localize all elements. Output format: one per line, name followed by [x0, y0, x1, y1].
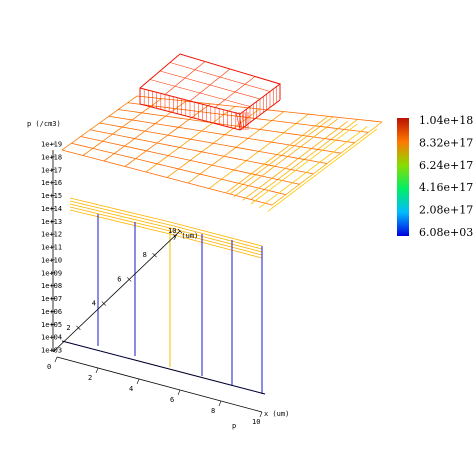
z-tick-label: 1e+15 [41, 192, 62, 200]
x-axis-line [56, 356, 263, 413]
surface-wireframe [61, 53, 383, 395]
x-axis-title: x (um) [264, 410, 289, 418]
z-tick-label: 1e+10 [41, 256, 62, 264]
mesh-line [69, 197, 263, 247]
base-line [61, 340, 266, 395]
contact-mesh [214, 76, 256, 108]
x-tick-label: 0 [47, 363, 51, 371]
z-tick-label: 1e+12 [41, 231, 62, 239]
contact-mesh [189, 68, 231, 102]
colorbar-label: 6.24e+17 [419, 159, 473, 172]
mesh-line [233, 118, 339, 197]
mesh-line [71, 142, 286, 196]
contact-hatch [244, 111, 247, 131]
z-tick-label: 1e+08 [41, 282, 62, 290]
x-tick-mark [218, 400, 222, 407]
x-tick-mark [259, 411, 263, 418]
y-tick-label: 8 [143, 251, 147, 259]
y-tick-mark [177, 228, 183, 234]
colorbar-gradient [397, 118, 409, 236]
colorbar-label: 8.32e+17 [419, 136, 473, 149]
y-tick-mark [152, 252, 157, 258]
mesh-line [108, 115, 341, 154]
y-axis-title: y (um) [173, 232, 198, 240]
contact-hatch [238, 111, 243, 131]
x-tick-mark [177, 389, 181, 396]
y-tick-label: 10 [168, 227, 176, 235]
z-tick-label: 1e+04 [41, 334, 62, 342]
colorbar-label: 4.16e+17 [419, 181, 473, 194]
x-tick-mark [136, 378, 140, 385]
z-tick-label: 1e+11 [41, 244, 62, 252]
colorbar-label: 1.04e+18 [419, 114, 473, 127]
contact-hatch [235, 111, 241, 131]
z-tick-label: 1e+13 [41, 218, 62, 226]
mesh-line [69, 206, 263, 256]
axes [52, 150, 266, 413]
z-tick-label: 1e+03 [41, 347, 62, 355]
mesh-line [118, 109, 355, 144]
mesh-line [69, 209, 263, 259]
y-axis-line [52, 230, 181, 353]
mesh-line [225, 115, 329, 194]
x-tick-label: 6 [170, 396, 174, 404]
mesh-line [136, 95, 383, 123]
mesh-line [90, 129, 314, 175]
z-axis-title: p (/cm3) [27, 120, 61, 128]
mesh-line [99, 122, 328, 164]
y-tick-mark [101, 301, 107, 306]
z-tick-label: 1e+17 [41, 166, 62, 174]
contact-hatch [241, 111, 245, 131]
mesh-line [80, 136, 300, 185]
mesh-line [267, 128, 378, 212]
x-tick-mark [95, 367, 99, 374]
x-tick-label: 8 [211, 407, 215, 415]
colorbar-label: 6.08e+03 [419, 226, 473, 239]
x-tick-label: 2 [88, 374, 92, 382]
z-tick-label: 1e+14 [41, 205, 62, 213]
z-tick-label: 1e+16 [41, 179, 62, 187]
colorbar-label: 2.08e+17 [419, 204, 473, 217]
contact-mesh [169, 62, 271, 92]
mesh-line [242, 121, 348, 201]
x-tick-label: 10 [252, 418, 260, 426]
corner-label: p [232, 422, 236, 430]
z-tick-label: 1e+05 [41, 321, 62, 329]
y-tick-mark [126, 277, 132, 282]
y-tick-mark [76, 325, 81, 331]
y-tick-label: 6 [117, 275, 121, 283]
x-tick-label: 4 [129, 385, 133, 393]
z-tick-label: 1e+19 [41, 141, 62, 149]
colorbar: 1.04e+18 8.32e+17 6.24e+17 4.16e+17 2.08e+17… [397, 114, 473, 239]
axis-ticks: 1e+03 1e+04 1e+05 1e+06 1e+07 1e+08 1e+09 1e+10… [41, 141, 263, 426]
z-tick-label: 1e+06 [41, 308, 62, 316]
mesh-line [61, 149, 273, 206]
y-tick-label: 2 [66, 324, 70, 332]
z-tick-label: 1e+09 [41, 269, 62, 277]
x-tick-mark [54, 356, 58, 363]
mesh-line [259, 126, 368, 209]
z-tick-label: 1e+07 [41, 295, 62, 303]
mesh-line [250, 123, 358, 205]
z-tick-label: 1e+18 [41, 153, 62, 161]
y-tick-label: 4 [92, 300, 96, 308]
mesh-line [69, 200, 263, 250]
